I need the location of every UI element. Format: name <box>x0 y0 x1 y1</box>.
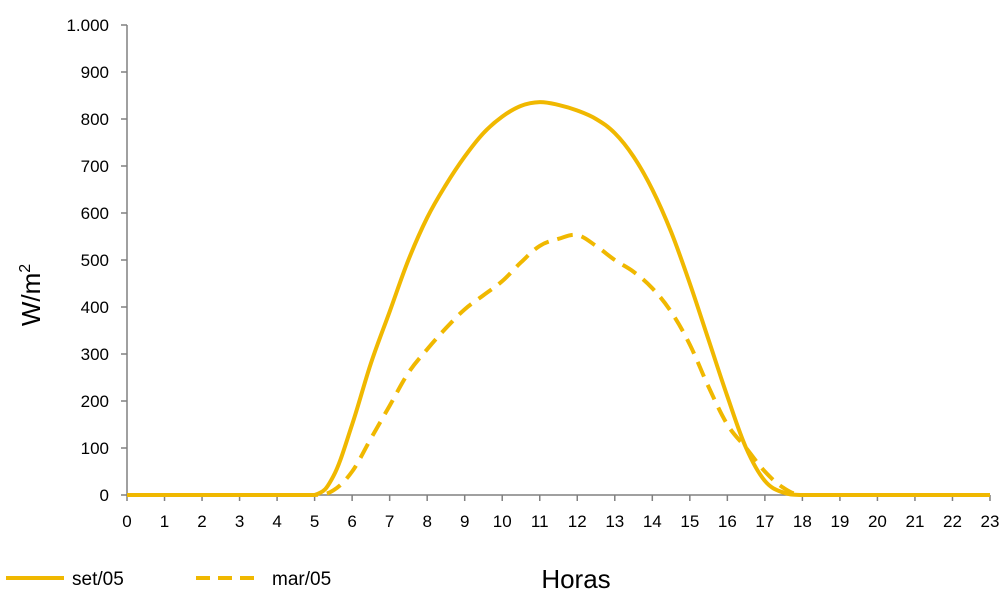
x-axis-title: Horas <box>541 564 610 594</box>
x-tick-label: 6 <box>347 512 356 531</box>
x-tick-label: 3 <box>235 512 244 531</box>
x-tick-label: 19 <box>830 512 849 531</box>
x-tick-label: 13 <box>605 512 624 531</box>
x-tick-label: 9 <box>460 512 469 531</box>
x-tick-label: 14 <box>643 512 662 531</box>
x-tick-label: 16 <box>718 512 737 531</box>
y-tick-label: 900 <box>81 63 109 82</box>
legend-label-mar05: mar/05 <box>272 569 331 590</box>
legend-label-set05: set/05 <box>72 569 124 590</box>
x-tick-label: 17 <box>755 512 774 531</box>
series-line-mar05 <box>127 232 990 497</box>
x-tick-label: 10 <box>493 512 512 531</box>
x-tick-label: 21 <box>905 512 924 531</box>
x-tick-label: 2 <box>197 512 206 531</box>
x-tick-label: 22 <box>943 512 962 531</box>
legend: set/05 mar/05 <box>6 569 331 590</box>
y-tick-label: 700 <box>81 157 109 176</box>
x-tick-label: 18 <box>793 512 812 531</box>
y-tick-label: 800 <box>81 110 109 129</box>
x-tick-label: 11 <box>531 512 549 531</box>
y-tick-label: 600 <box>81 204 109 223</box>
y-tick-label: 200 <box>81 392 109 411</box>
x-tick-label: 0 <box>122 512 131 531</box>
x-tick-label: 20 <box>868 512 887 531</box>
series-line-set05 <box>127 100 990 497</box>
x-tick-label: 23 <box>981 512 1000 531</box>
x-tick-label: 7 <box>385 512 394 531</box>
x-tick-label: 5 <box>310 512 319 531</box>
y-tick-label: 500 <box>81 251 109 270</box>
y-axis-title: W/m2 <box>16 264 46 326</box>
y-tick-label: 100 <box>81 439 109 458</box>
y-axis-title-main: W/m <box>16 273 46 326</box>
y-axis-title-superscript: 2 <box>17 264 34 273</box>
y-tick-label: 0 <box>100 486 109 505</box>
x-tick-label: 12 <box>568 512 587 531</box>
x-tick-label: 4 <box>272 512 281 531</box>
y-tick-label: 300 <box>81 345 109 364</box>
x-tick-label: 8 <box>422 512 431 531</box>
y-tick-label: 1.000 <box>66 16 109 35</box>
y-tick-label: 400 <box>81 298 109 317</box>
x-tick-label: 15 <box>680 512 699 531</box>
series-layer <box>127 100 990 497</box>
x-tick-label: 1 <box>160 512 169 531</box>
